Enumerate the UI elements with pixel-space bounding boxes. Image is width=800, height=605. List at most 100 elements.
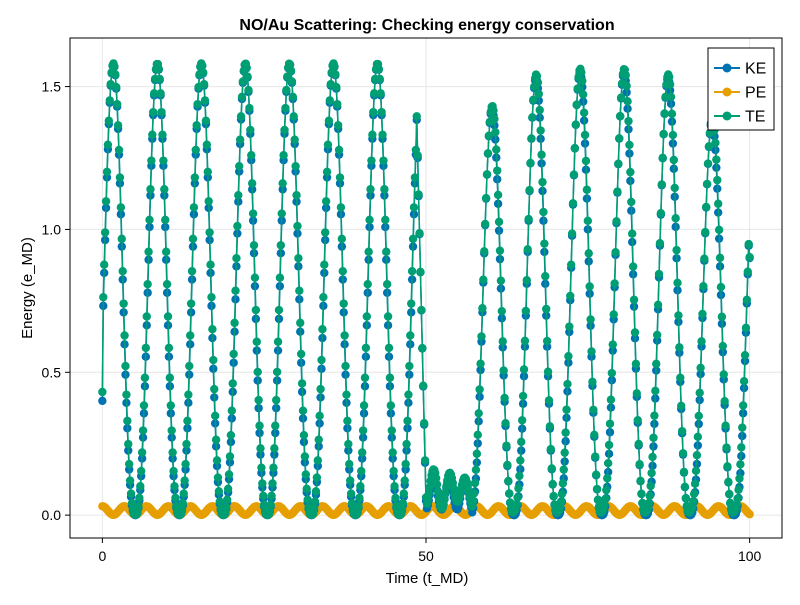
data-point-te [693,432,703,442]
data-point-te [323,140,333,149]
data-point-te [127,499,137,508]
data-point-te [274,305,284,315]
data-point-te [525,185,534,195]
data-point-te [633,415,642,425]
data-point-te [161,247,171,256]
data-point-te [294,254,303,263]
series-layer [98,59,754,520]
data-point-te [524,214,533,224]
data-point-te [117,234,126,244]
data-point-te [296,349,306,359]
data-point-te [628,262,638,271]
data-point-te [397,505,407,514]
data-point-te [637,489,646,498]
data-point-te [497,306,507,316]
data-point-te [721,421,730,430]
data-point-te [403,416,412,426]
data-point-te [248,209,258,218]
y-tick-label: 1.0 [42,221,62,237]
data-point-te [214,487,224,496]
data-point-te [498,337,507,346]
data-point-te [381,215,390,225]
data-point-te [433,487,443,496]
data-point-te [534,89,544,99]
data-point-te [714,199,723,208]
data-point-te [545,422,555,431]
x-tick-label: 50 [418,548,434,564]
data-point-te [724,477,733,487]
data-point-te [717,312,727,321]
data-point-te [613,187,622,196]
data-point-te [719,370,728,379]
data-point-te [359,401,369,410]
data-point-te [517,416,527,425]
y-axis-label: Energy (e_MD) [19,237,36,339]
data-point-te [339,299,348,308]
data-point-te [578,76,587,86]
data-point-te [288,92,298,102]
data-point-te [118,266,127,276]
data-point-te [412,112,421,121]
data-point-te [489,106,498,115]
data-point-te [313,456,323,465]
data-point-te [276,241,286,250]
legend-label-te: TE [745,109,765,126]
data-point-te [677,426,687,436]
data-point-te [743,267,752,276]
data-point-te [246,125,255,135]
data-point-te [565,322,574,331]
data-point-te [529,95,538,105]
data-point-te [385,373,395,382]
data-point-te [527,134,536,143]
data-point-te [341,361,350,371]
data-point-te [124,439,133,449]
data-point-te [367,156,376,165]
data-point-te [355,493,364,503]
data-point-te [631,359,641,369]
data-point-te [244,85,253,95]
data-point-te [404,390,413,399]
data-point-te [204,197,213,206]
data-point-te [634,439,643,449]
data-point-te [302,484,311,494]
data-point-te [116,203,126,212]
data-point-te [514,484,523,493]
data-point-te [657,180,666,189]
data-point-te [331,70,340,79]
data-point-te [544,396,554,405]
data-point-te [482,170,492,179]
data-point-te [586,315,595,324]
x-axis-label: Time (t_MD) [386,570,469,587]
data-point-te [235,161,244,171]
data-point-te [154,64,163,74]
data-point-te [228,379,237,388]
data-point-te [401,459,410,469]
data-point-te [254,395,263,405]
data-point-te [521,306,531,316]
data-point-te [358,426,368,435]
data-point-te [332,82,341,92]
data-point-te [180,476,189,485]
data-point-te [675,343,684,352]
data-point-te [207,292,216,302]
data-point-te [477,332,486,341]
data-point-te [243,72,252,81]
data-point-te [567,229,577,238]
data-point-te [674,311,683,320]
data-point-te [388,448,397,457]
data-point-te [689,497,698,506]
data-point-te [103,140,113,149]
data-point-te [738,423,747,432]
y-tick-label: 1.5 [42,79,62,95]
data-point-te [247,151,256,160]
data-point-te [572,100,581,109]
data-point-te [542,304,551,314]
data-point-te [589,405,598,414]
data-point-te [697,337,706,346]
data-point-te [549,491,558,501]
data-point-te [143,279,152,289]
data-point-te [475,385,484,394]
data-point-te [286,66,296,75]
data-point-te [505,489,514,498]
data-point-te [384,343,394,353]
